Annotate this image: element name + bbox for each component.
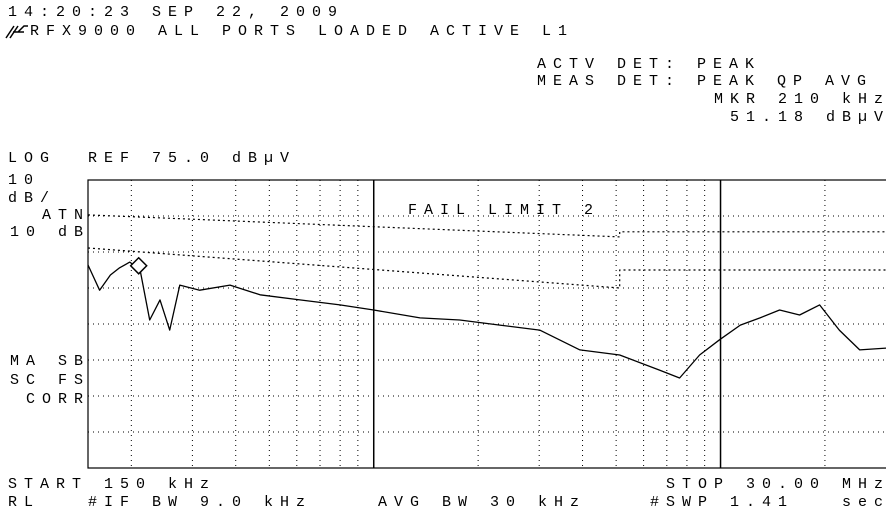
ref-level: REF 75.0 dBµV — [88, 150, 296, 167]
div-num: 10 — [8, 172, 40, 189]
hp-logo — [5, 25, 28, 39]
trace — [88, 261, 886, 379]
marker — [129, 256, 148, 275]
sweep: #SWP 1.41 — [650, 494, 794, 511]
avg-bw: AVG BW 30 kHz — [378, 494, 586, 511]
ma-sb: MA SB — [10, 353, 90, 370]
atn-value: 10 dB — [10, 224, 90, 241]
actv-det: ACTV DET: PEAK — [537, 56, 761, 73]
div-unit: dB/ — [8, 190, 56, 207]
corr: CORR — [26, 391, 90, 408]
rl: RL — [8, 494, 40, 511]
meas-det: MEAS DET: PEAK QP AVG — [537, 73, 873, 90]
if-bw: #IF BW 9.0 kHz — [88, 494, 312, 511]
atn: ATN — [42, 207, 90, 224]
start-freq: START 150 kHz — [8, 476, 216, 493]
marker-level: 51.18 dBµV — [730, 109, 886, 126]
setup-line: RFX9000 ALL PORTS LOADED ACTIVE L1 — [30, 23, 574, 40]
plot-area — [88, 180, 886, 468]
marker-freq: MKR 210 kHz — [714, 91, 886, 108]
plot-frame — [87, 179, 886, 469]
annotation: FAIL LIMIT 2 — [408, 202, 600, 219]
limit-line — [88, 214, 886, 238]
stop-freq: STOP 30.00 MHz — [666, 476, 886, 493]
limit-line — [88, 247, 886, 289]
sc-fs: SC FS — [10, 372, 90, 389]
sweep-unit: sec — [842, 494, 886, 511]
scale-type: LOG — [8, 150, 56, 167]
timestamp: 14:20:23 SEP 22, 2009 — [8, 4, 344, 21]
